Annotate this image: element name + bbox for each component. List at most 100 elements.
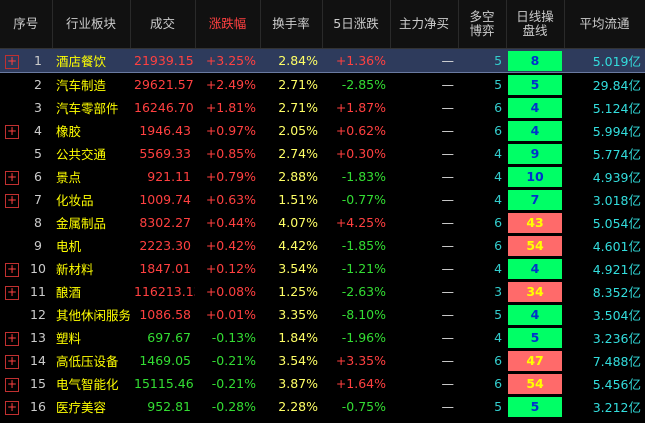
sector-name: 新材料 [56,262,94,277]
signal-box: 54 [508,235,563,256]
avg-float: 5.994亿 [592,124,642,139]
table-row[interactable]: 3 汽车零部件 16246.70 +1.81% 2.71% +1.87% — 6 4 5.124亿 [0,96,645,119]
column-header[interactable]: 换手率 [260,0,323,49]
expand-cell [0,303,24,326]
table-row[interactable]: 12 其他休闲服务 1086.58 +0.01% 3.35% -8.10% — 5 4 3.504… [0,303,645,326]
turnover: 3.54% [278,261,319,276]
table-row[interactable]: +15 电气智能化 15115.46 -0.21% 3.87% +1.64% — 6 54 5.4… [0,372,645,395]
column-header[interactable]: 多空 博弈 [458,0,507,49]
table-row[interactable]: +10 新材料 1847.01 +0.12% 3.54% -1.21% — 4 4 4.921亿 [0,257,645,280]
change-pct: -0.28% [211,399,257,414]
long-short: 4 [494,169,503,184]
expand-button[interactable]: + [5,169,19,185]
column-header[interactable]: 行业板块 [52,0,131,49]
expand-cell [0,73,24,97]
avg-float: 5.456亿 [592,377,642,392]
signal-cell: 10 [506,165,564,188]
signal-box: 5 [508,396,563,417]
long-short: 4 [494,192,503,207]
table-row[interactable]: +4 橡胶 1946.43 +0.97% 2.05% +0.62% —6 4 5.994亿 [0,119,645,142]
table-row[interactable]: +16 医疗美容 952.81 -0.28% 2.28% -0.75% — 5 5 3.212亿 [0,395,645,418]
signal-cell: 34 [506,280,564,303]
net-buy: — [441,77,455,92]
row-number: 16 [30,399,46,414]
table-row[interactable]: 2 汽车制造 29621.57 +2.49% 2.71% -2.85% — 5 5 29.84亿 [0,73,645,97]
expand-button[interactable]: + [5,353,19,369]
sector-name: 高低压设备 [56,354,119,369]
turnover: 2.05% [278,123,319,138]
table-row[interactable]: 8 金属制品 8302.27 +0.44% 4.07% +4.25% — 6 43 5.054亿 [0,211,645,234]
net-buy: — [441,146,455,161]
table-row[interactable]: 9 电机 2223.30 +0.42% 4.42% -1.85% — 6 54 4.601亿 [0,234,645,257]
signal-cell: 7 [506,188,564,211]
change-pct: +1.81% [205,100,257,115]
signal-box: 43 [508,212,563,233]
net-buy: — [441,238,455,253]
column-header[interactable]: 平均流通 [564,0,645,49]
expand-button[interactable]: + [5,330,19,346]
turnover: 4.42% [278,238,319,253]
signal-cell: 5 [506,326,564,349]
change-pct: +0.44% [205,215,257,230]
column-header[interactable]: 涨跌幅 [195,0,261,49]
change-5d: +3.35% [335,353,387,368]
table-row[interactable]: +14 高低压设备 1469.05 -0.21% 3.54% +3.35% — 6 47 7.48… [0,349,645,372]
long-short: 6 [494,123,503,138]
volume: 1946.43 [139,123,192,138]
turnover: 2.28% [278,399,319,414]
signal-cell: 54 [506,372,564,395]
column-header[interactable]: 成交 [130,0,196,49]
expand-button[interactable]: + [5,53,19,69]
sector-name: 橡胶 [56,124,82,139]
signal-box: 9 [508,143,563,164]
signal-cell: 5 [506,395,564,418]
header-row: 序号 行业板块 成交 涨跌幅 换手率 5日涨跌 主力净买 多空 博弈 日线操 盘线 平均流通 [0,0,645,49]
change-pct: +0.63% [205,192,257,207]
table-row[interactable]: +11 酿酒 116213.13 +0.08% 1.25% -2.63% — 3 34 8.352… [0,280,645,303]
signal-cell: 8 [506,48,565,73]
column-header[interactable]: 5日涨跌 [322,0,391,49]
change-5d: +1.36% [322,48,391,73]
avg-float: 4.601亿 [592,239,642,254]
table-row[interactable]: +6 景点 921.11 +0.79% 2.88% -1.83% — 4 10 4.939亿 [0,165,645,188]
table-row[interactable]: 5 公共交通 5569.33 +0.85% 2.74% +0.30% — 4 9 5.774亿 [0,142,645,165]
expand-cell: + [0,395,24,418]
signal-box: 4 [508,258,563,279]
signal-cell: 4 [506,303,564,326]
net-buy: — [441,353,455,368]
sector-name: 汽车制造 [56,78,107,93]
expand-button[interactable]: + [5,399,19,415]
net-buy: — [441,399,455,414]
column-header[interactable]: 序号 [0,0,53,49]
net-buy: — [441,123,455,138]
volume: 15115.46 [134,376,194,391]
expand-button[interactable]: + [5,192,19,208]
signal-cell: 9 [506,142,564,165]
signal-cell: 4 [506,119,564,142]
change-5d: -1.21% [341,261,387,276]
table-row[interactable]: +1 酒店餐饮 21939.15 +3.25% 2.84% +1.36% —5 8 5.019亿 [0,48,645,73]
column-header[interactable]: 主力净买 [390,0,459,49]
sector-name: 医疗美容 [56,400,107,415]
column-header[interactable]: 日线操 盘线 [506,0,565,49]
expand-button[interactable]: + [5,261,19,277]
table-row[interactable]: +7 化妆品 1009.74 +0.63% 1.51% -0.77% —4 7 3.018亿 [0,188,645,211]
volume: 1086.58 [139,307,192,322]
row-number: 15 [30,376,46,391]
expand-cell [0,234,24,257]
expand-button[interactable]: + [5,284,19,300]
change-pct: +0.12% [205,261,257,276]
long-short: 4 [494,330,503,345]
turnover: 3.87% [278,376,319,391]
long-short: 4 [494,146,503,161]
table-row[interactable]: +13 塑料 697.67 -0.13% 1.84% -1.96% — 4 5 3.236亿 [0,326,645,349]
avg-float: 7.488亿 [592,354,642,369]
change-5d: +0.62% [335,123,387,138]
expand-cell: + [0,257,24,280]
expand-button[interactable]: + [5,123,19,139]
expand-button[interactable]: + [5,376,19,392]
sector-name: 酒店餐饮 [52,48,131,73]
signal-box: 10 [508,166,563,187]
row-number: 1 [24,48,53,73]
turnover: 2.74% [278,146,319,161]
